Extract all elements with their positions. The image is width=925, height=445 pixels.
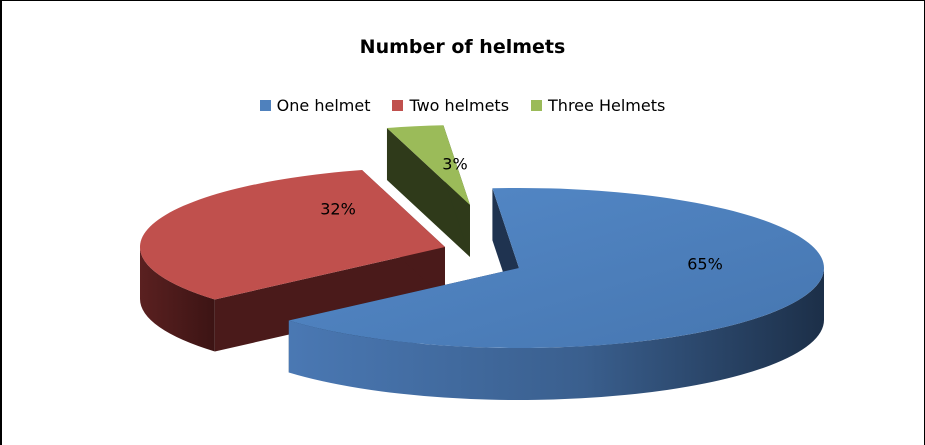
pie-slice-side-one-helmet: [288, 268, 824, 400]
legend-label-two-helmets: Two helmets: [409, 96, 510, 115]
legend-item-one-helmet: One helmet: [259, 96, 371, 115]
pie-slice-top-one-helmet: [288, 188, 824, 348]
pie-slice-top-three-helmets: [386, 125, 470, 205]
pie-slice-wall-two-helmets-start: [214, 247, 445, 352]
legend-swatch-three-helmets: [531, 100, 543, 111]
pie-slice-wall-three-helmets-start: [386, 128, 470, 257]
pie-slice-three-helmets: [386, 125, 470, 258]
data-label-one-helmet: 65%: [687, 255, 723, 274]
legend-item-two-helmets: Two helmets: [392, 96, 509, 115]
pie-slice-side-two-helmets: [140, 247, 215, 352]
pie-slice-top-two-helmets: [140, 170, 446, 300]
legend: One helmet Two helmets Three Helmets: [0, 96, 925, 115]
chart-title: Number of helmets: [359, 36, 566, 58]
pie-slice-one-helmet: [288, 188, 824, 400]
data-label-two-helmets: 32%: [320, 200, 356, 219]
pie-slice-two-helmets: [140, 170, 446, 352]
legend-item-three-helmets: Three Helmets: [531, 96, 665, 115]
data-label-three-helmets: 3%: [442, 155, 467, 174]
legend-label-one-helmet: One helmet: [276, 96, 371, 115]
legend-swatch-two-helmets: [392, 100, 404, 111]
legend-label-three-helmets: Three Helmets: [548, 96, 666, 115]
legend-swatch-one-helmet: [259, 100, 271, 111]
